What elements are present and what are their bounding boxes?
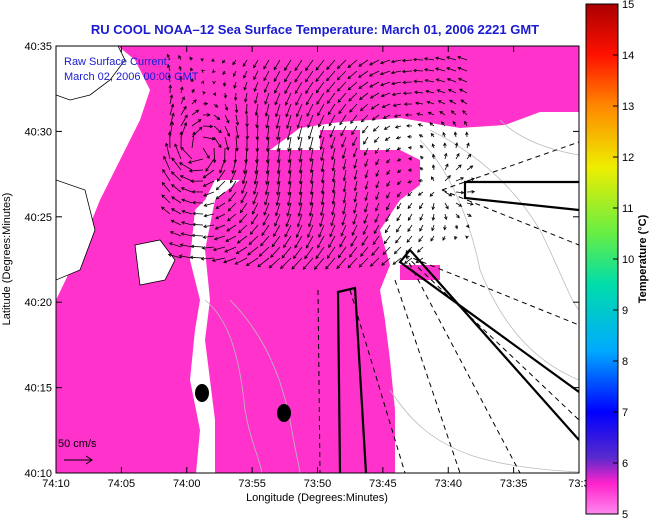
x-tick-label: 73:3	[568, 478, 589, 490]
x-tick-label: 74:10	[42, 478, 70, 490]
x-axis-ticks: 74:10 74:05 74:00 73:55 73:50 73:45 73:40 73:35…	[42, 46, 590, 490]
x-tick-label: 74:05	[108, 478, 136, 490]
radar-dashed-lines	[317, 141, 579, 473]
y-tick-label: 40:35	[24, 41, 52, 53]
colorbar-tick-label: 10	[622, 254, 634, 266]
colorbar-tick-label: 13	[622, 101, 634, 113]
colorbar	[585, 3, 619, 515]
y-tick-label: 40:25	[24, 212, 52, 224]
map-area	[56, 46, 579, 473]
x-axis-label: Longitude (Degrees:Minutes)	[246, 492, 388, 504]
y-tick-label: 40:15	[24, 383, 52, 395]
y-tick-label: 40:10	[24, 468, 52, 480]
annotation-line2: March 02, 2006 00:00 GMT	[64, 71, 199, 83]
station-marker	[195, 384, 209, 402]
colorbar-tick-label: 9	[622, 305, 628, 317]
annotation-line1: Raw Surface Current:	[64, 56, 170, 68]
x-tick-label: 74:00	[173, 478, 201, 490]
x-tick-label: 73:45	[369, 478, 397, 490]
colorbar-tick-label: 8	[622, 356, 628, 368]
colorbar-tick-label: 11	[622, 203, 633, 215]
colorbar-tick-label: 14	[622, 50, 634, 62]
current-vectors	[160, 53, 476, 270]
coastline	[56, 46, 176, 286]
colorbar-label: Temperature (°C)	[637, 214, 649, 303]
x-tick-label: 73:35	[500, 478, 528, 490]
colorbar-tick-label: 7	[622, 407, 628, 419]
x-tick-label: 73:55	[238, 478, 266, 490]
y-tick-label: 40:30	[24, 126, 52, 138]
colorbar-tick-label: 5	[622, 509, 628, 519]
colorbar-tick-label: 12	[622, 152, 634, 164]
scale-label: 50 cm/s	[58, 438, 97, 450]
y-tick-label: 40:20	[24, 297, 52, 309]
colorbar-tick-label: 6	[622, 458, 628, 470]
station-marker	[277, 404, 291, 422]
x-tick-label: 73:50	[304, 478, 332, 490]
map-title: RU COOL NOAA–12 Sea Surface Temperature:…	[90, 22, 540, 37]
radar-solid-lines	[336, 180, 579, 473]
x-tick-label: 73:40	[434, 478, 462, 490]
bathymetry-contours	[204, 119, 579, 473]
colorbar-ticks: 15 14 13 12 11 10 9 8 7 6 5	[613, 0, 634, 519]
colorbar-tick-label: 15	[622, 0, 634, 11]
sst-coverage	[56, 46, 579, 473]
y-axis-label: Latitude (Degrees:Minutes)	[1, 193, 13, 326]
y-axis-ticks: 40:35 40:30 40:25 40:20 40:15 40:10	[24, 41, 579, 480]
